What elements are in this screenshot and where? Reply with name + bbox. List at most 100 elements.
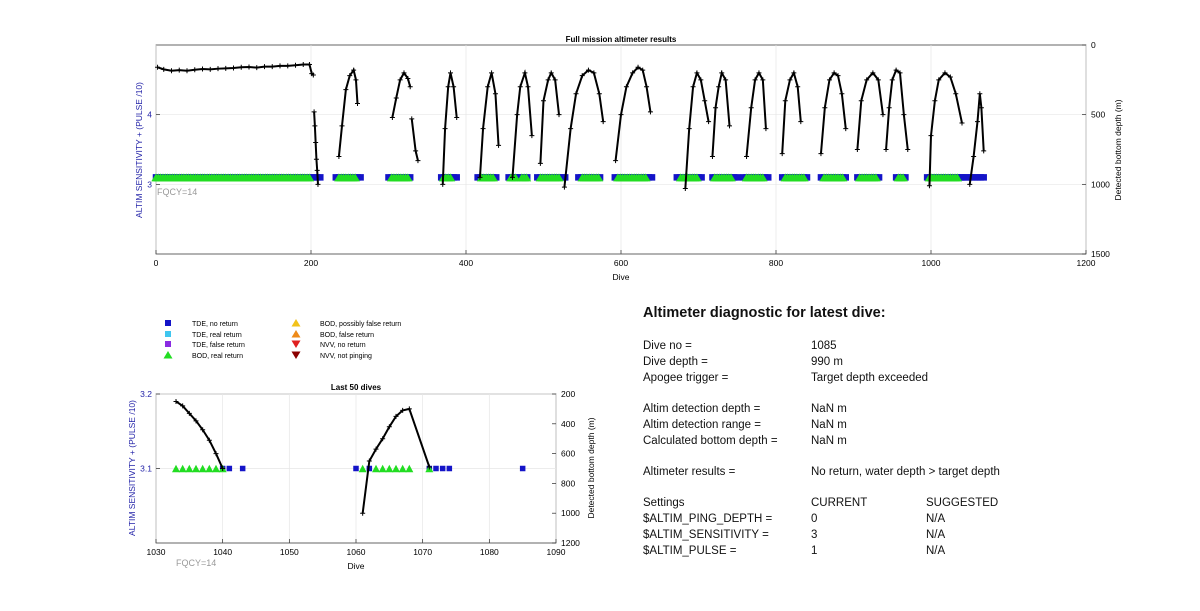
settings-label: Settings — [643, 497, 685, 509]
legend-label: BOD, real return — [192, 353, 243, 360]
depth-point — [548, 70, 554, 76]
results-value: No return, water depth > target depth — [811, 466, 1000, 478]
depth-point — [180, 403, 186, 409]
bod-marker — [898, 173, 908, 182]
suggested-header: SUGGESTED — [926, 497, 999, 509]
settings-header-row: Settings CURRENT SUGGESTED — [643, 495, 1163, 511]
depth-point — [184, 68, 190, 74]
tde-marker — [980, 174, 987, 181]
depth-point — [723, 77, 729, 83]
bod-marker — [403, 173, 413, 182]
depth-point — [579, 73, 585, 79]
bod-marker — [185, 464, 194, 473]
depth-point — [854, 147, 860, 152]
setting-row: $ALTIM_SENSITIVITY = 3 N/A — [643, 527, 1163, 543]
depth-point — [351, 67, 357, 73]
depth-line — [968, 93, 985, 185]
tde-marker — [317, 174, 324, 181]
bottom-y2-label: Detected bottom depth (m) — [586, 417, 596, 518]
bod-marker — [385, 464, 394, 473]
legend-label: NVV, not pinging — [320, 353, 372, 360]
y2-tick-label: 1000 — [561, 508, 580, 518]
x-tick-label: 800 — [769, 258, 783, 268]
top-depth-lines — [155, 62, 987, 192]
bod-marker — [726, 173, 736, 182]
depth-point — [415, 158, 421, 164]
depth-point — [223, 65, 229, 71]
depth-point — [409, 116, 415, 122]
depth-point — [835, 73, 841, 79]
depth-line — [175, 400, 224, 469]
depth-point — [207, 66, 213, 72]
depth-point — [213, 451, 219, 457]
setting-row: $ALTIM_PULSE = 1 N/A — [643, 543, 1163, 559]
depth-point — [231, 65, 236, 71]
det-range-row: Altim detection range = NaN m — [643, 417, 1163, 433]
depth-point — [822, 105, 828, 111]
tde-marker — [433, 465, 439, 472]
results-label: Altimeter results = — [643, 466, 736, 478]
bottom-bod-markers — [172, 464, 434, 473]
depth-point — [386, 424, 392, 430]
bod-marker — [198, 464, 207, 473]
tde-marker — [875, 174, 883, 181]
tde-marker — [492, 174, 500, 181]
depth-point — [936, 77, 942, 83]
depth-point — [568, 126, 574, 132]
legend-marker-square — [165, 320, 171, 326]
dive-depth-label: Dive depth = — [643, 356, 708, 368]
depth-point — [293, 62, 298, 68]
depth-point — [406, 406, 412, 412]
bod-marker — [212, 464, 220, 473]
bod-marker — [837, 173, 848, 182]
y2-tick-label: 1200 — [561, 538, 580, 548]
bod-marker — [304, 173, 315, 182]
depth-point — [561, 184, 567, 190]
depth-point — [360, 510, 366, 516]
legend-marker-square — [165, 331, 171, 337]
x-tick-label: 1060 — [347, 547, 366, 557]
depth-point — [155, 64, 161, 70]
bod-marker — [350, 173, 360, 182]
depth-point — [756, 70, 762, 76]
depth-point — [870, 70, 876, 76]
depth-point — [206, 437, 212, 443]
setting-name: $ALTIM_PING_DEPTH = — [643, 513, 773, 525]
depth-point — [176, 67, 182, 73]
depth-point — [200, 427, 206, 433]
depth-point — [215, 66, 221, 72]
depth-point — [347, 73, 353, 79]
depth-point — [839, 91, 845, 97]
depth-point — [173, 398, 179, 404]
depth-point — [510, 174, 515, 180]
bod-marker — [799, 173, 809, 182]
depth-line — [614, 66, 652, 161]
depth-point — [380, 436, 386, 442]
depth-point — [285, 63, 291, 69]
legend-marker-triangle-up — [291, 330, 301, 338]
bod-marker — [510, 173, 521, 182]
depth-point — [311, 109, 317, 115]
depth-point — [306, 62, 312, 68]
depth-point — [709, 153, 715, 159]
depth-point — [193, 418, 199, 424]
depth-point — [277, 63, 283, 69]
depth-point — [690, 84, 696, 90]
depth-point — [585, 67, 591, 73]
bod-marker — [178, 464, 187, 473]
dive-depth-row: Dive depth = 990 m — [643, 354, 1163, 370]
depth-point — [932, 98, 938, 104]
x-tick-label: 1200 — [1077, 258, 1096, 268]
y2-tick-label: 1500 — [1091, 249, 1110, 259]
x-tick-label: 0 — [154, 258, 159, 268]
depth-point — [926, 183, 932, 189]
tde-marker — [357, 174, 364, 181]
depth-point — [254, 65, 260, 71]
depth-point — [905, 147, 911, 152]
depth-point — [440, 181, 446, 187]
depth-point — [522, 70, 528, 76]
depth-point — [312, 123, 318, 129]
depth-point — [169, 68, 174, 74]
depth-point — [343, 87, 349, 93]
depth-point — [795, 84, 801, 90]
